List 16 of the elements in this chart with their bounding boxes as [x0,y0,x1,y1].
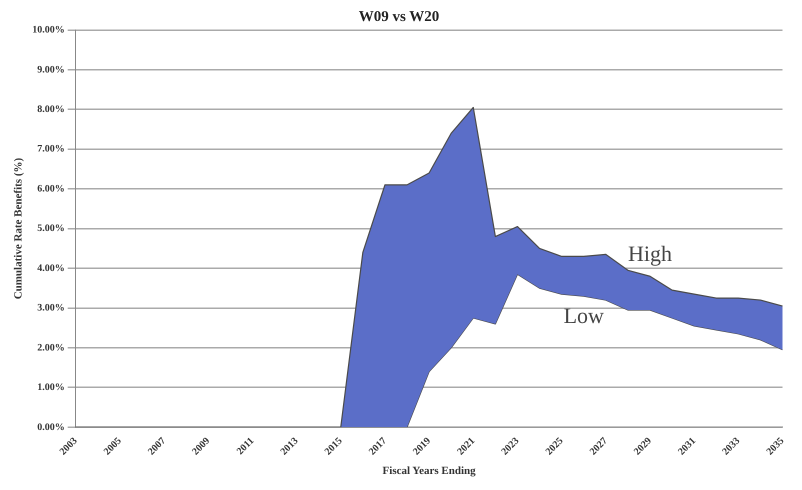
x-axis-title: Fiscal Years Ending [382,465,476,478]
y-tick-label: 2.00% [37,342,65,354]
chart-title: W09 vs W20 [358,8,440,25]
y-tick-label: 7.00% [37,144,65,155]
y-tick-label: 6.00% [37,183,65,194]
series-label: High [628,241,672,266]
series-label: Low [564,302,604,328]
y-tick-label: 4.00% [37,262,65,274]
y-tick-label: 10.00% [32,24,65,36]
y-tick-label: 3.00% [37,302,65,314]
y-tick-label: 0.00% [37,422,65,433]
y-tick-label: 8.00% [37,104,65,116]
y-axis-title: Cumulative Rate Benefits (%) [12,158,24,300]
y-tick-label: 5.00% [37,223,65,234]
y-tick-label: 9.00% [37,64,65,76]
y-tick-label: 1.00% [37,382,65,394]
